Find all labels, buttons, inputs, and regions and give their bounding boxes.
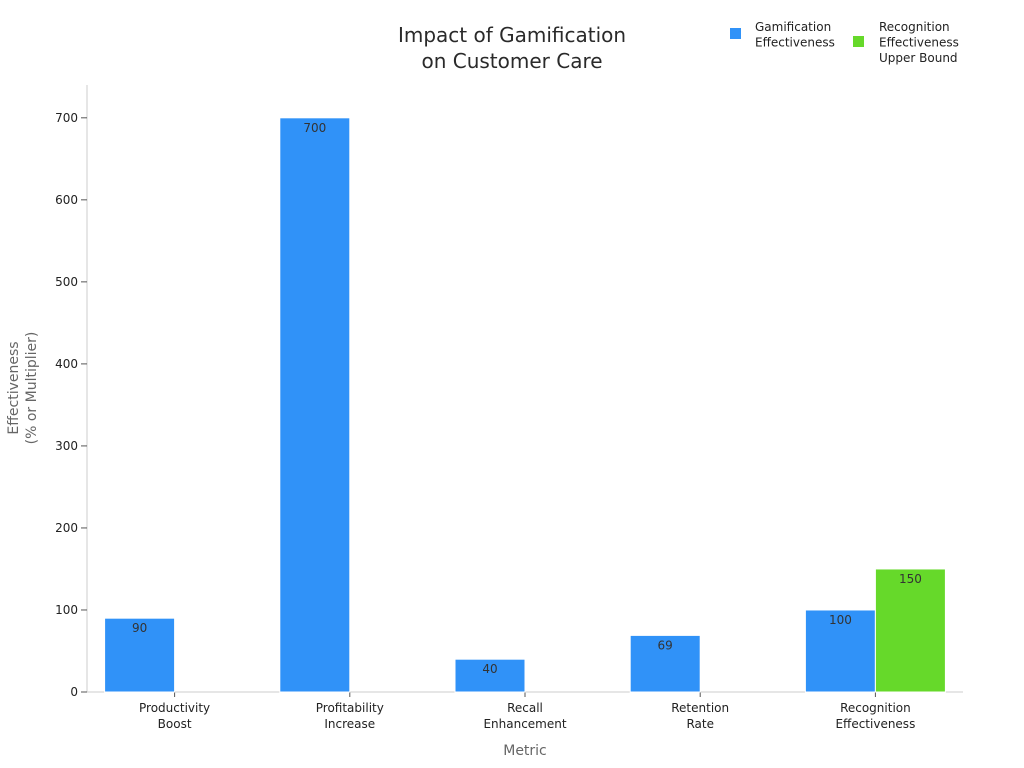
bar-series-0-cat-2 (454, 658, 526, 693)
chart-title-text-line: Impact of Gamification (398, 23, 626, 47)
chart-bars (104, 117, 946, 693)
y-tick-label: 0 (70, 685, 78, 699)
x-tick-label-line: Effectiveness (835, 717, 915, 731)
x-tick-label-line: Enhancement (483, 717, 566, 731)
legend-label-0: Gamification Effectiveness (755, 20, 835, 50)
legend-label-1-line: Effectiveness (879, 36, 959, 50)
y-axis-title-line: (% or Multiplier) (24, 332, 40, 445)
chart-title-text: Impact of Gamification on Customer Care (398, 23, 626, 73)
bar-series-1-cat-4 (874, 568, 946, 693)
chart-data-labels: 90 700 40 69 100 150 (132, 121, 922, 676)
bar-value-label: 40 (482, 662, 497, 676)
legend-swatch-0 (730, 28, 741, 39)
x-tick-label: Retention Rate (671, 701, 729, 731)
chart-legend: Gamification Effectiveness Recognition Effe… (730, 20, 959, 65)
x-tick-label: Recall Enhancement (483, 701, 566, 731)
x-tick-label-line: Rate (686, 717, 714, 731)
legend-label-1-line: Upper Bound (879, 51, 958, 65)
bar-value-label: 69 (658, 638, 673, 652)
y-tick-label: 600 (55, 193, 78, 207)
legend-swatch-1 (853, 36, 864, 47)
chart-title: Impact of Gamification on Customer Care (398, 23, 626, 73)
chart-title-text-line: on Customer Care (421, 49, 602, 73)
legend-label-0-line: Effectiveness (755, 36, 835, 50)
bar-value-label: 100 (829, 613, 852, 627)
bar-value-label: 150 (899, 572, 922, 586)
legend-label-1: Recognition Effectiveness Upper Bound (879, 20, 959, 65)
bar-value-label: 90 (132, 621, 147, 635)
x-tick-label: Productivity Boost (139, 701, 210, 731)
bar-value-label: 700 (303, 121, 326, 135)
y-tick-label: 400 (55, 357, 78, 371)
x-tick-label: Recognition Effectiveness (835, 701, 915, 731)
y-axis-title-group: Effectiveness (% or Multiplier) (6, 332, 40, 445)
x-tick-label-line: Profitability (316, 701, 384, 715)
x-tick-label-line: Increase (324, 717, 375, 731)
x-tick-label-line: Productivity (139, 701, 210, 715)
legend-label-0-line: Gamification (755, 20, 831, 34)
y-tick-label: 300 (55, 439, 78, 453)
y-tick-label: 700 (55, 111, 78, 125)
y-tick-label: 100 (55, 603, 78, 617)
bar-series-0-cat-1 (279, 117, 351, 693)
x-axis-title: Metric (503, 743, 547, 759)
bar-series-0-cat-3 (629, 634, 701, 693)
y-axis-title: Effectiveness (% or Multiplier) (6, 332, 40, 445)
y-tick-label: 500 (55, 275, 78, 289)
bar-series-0-cat-0 (104, 617, 176, 693)
x-tick-label: Profitability Increase (316, 701, 384, 731)
bar-series-0-cat-4 (804, 609, 876, 693)
x-tick-label-line: Boost (158, 717, 192, 731)
legend-label-1-line: Recognition (879, 20, 950, 34)
x-tick-label-line: Retention (671, 701, 729, 715)
x-tick-label-line: Recall (507, 701, 543, 715)
x-tick-label-line: Recognition (840, 701, 911, 715)
y-axis-title-line: Effectiveness (6, 341, 22, 434)
y-tick-label: 200 (55, 521, 78, 535)
